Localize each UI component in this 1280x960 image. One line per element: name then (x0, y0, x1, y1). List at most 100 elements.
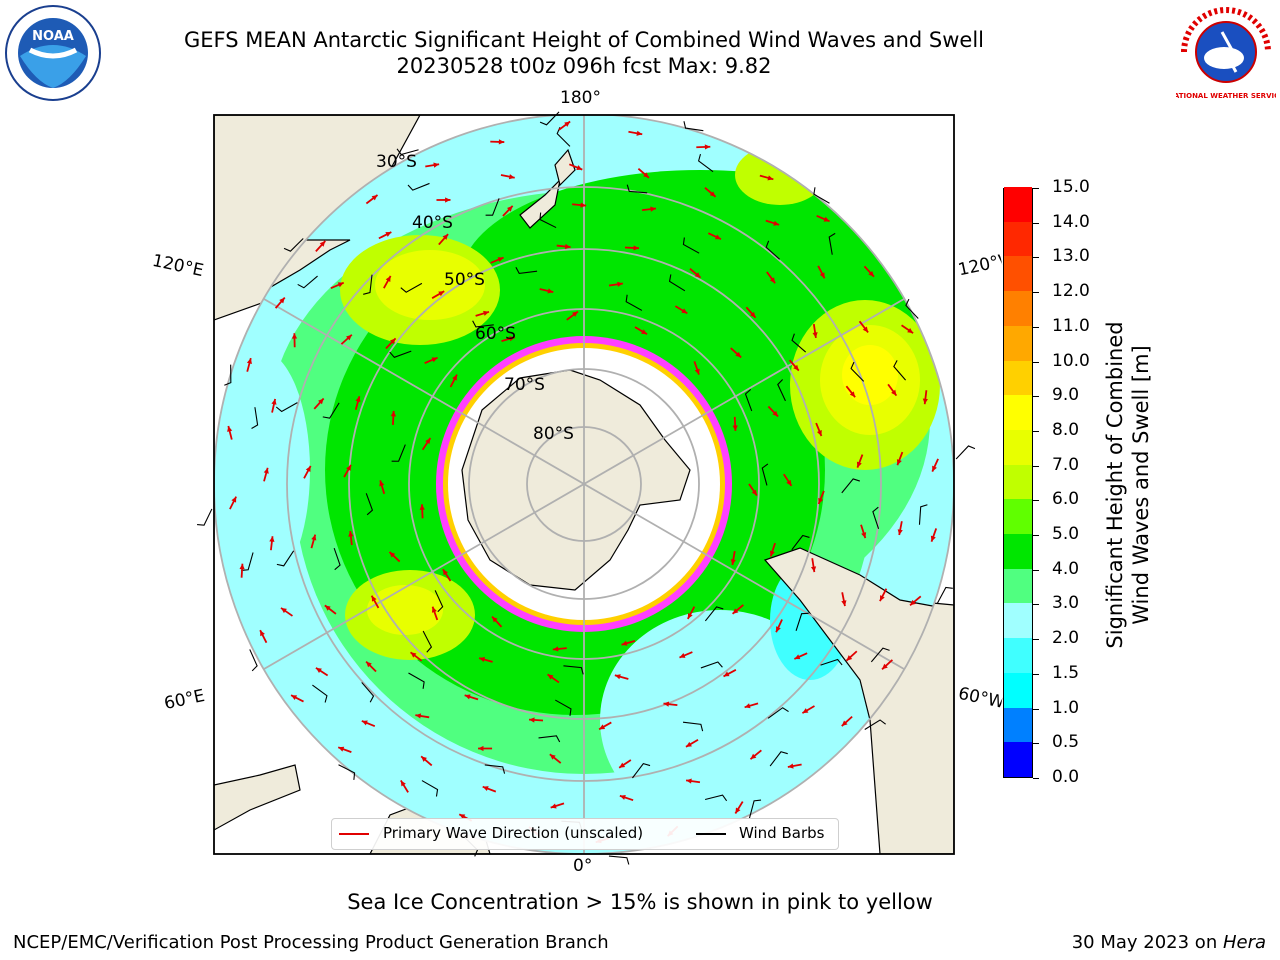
wind-barb (434, 590, 444, 613)
wave-arrow-head (769, 550, 775, 557)
wave-arrow-head (291, 333, 298, 339)
wave-arrow-head (311, 534, 317, 541)
wave-arrow-head (271, 398, 277, 405)
colorbar-tick-label: 1.0 (1052, 697, 1080, 718)
wave-arrow-head (846, 655, 853, 661)
wind-barb (472, 320, 494, 328)
wave-arrow-head (507, 205, 513, 212)
wave-arrow-head (714, 234, 721, 240)
wave-arrow-head (576, 165, 583, 171)
map-legend: Primary Wave Direction (unscaled) Wind B… (331, 818, 839, 850)
wave-arrow-head (787, 763, 794, 769)
colorbar-segment (1004, 499, 1032, 535)
nws-logo: NATIONAL WEATHER SERVICE (1176, 4, 1276, 100)
colorbar-tick-label: 12.0 (1052, 281, 1090, 302)
wave-arrow-head (452, 374, 457, 381)
wave-arrow-head (932, 465, 937, 472)
wind-barb (700, 661, 723, 669)
wave-arrow-head (445, 197, 451, 203)
wave-arrow-head (410, 652, 417, 658)
wind-barb (365, 493, 374, 516)
wave-arrow-head (794, 654, 801, 660)
wind-barb (539, 212, 557, 229)
wave-arrow-head (723, 671, 730, 677)
wave-arrow-head (907, 327, 914, 334)
wave-arrow-head (818, 497, 824, 504)
footer-machine: Hera (1222, 932, 1266, 953)
wave-arrow-head (621, 640, 628, 646)
colorbar-segment (1004, 360, 1032, 396)
colorbar-tick-label: 2.0 (1052, 628, 1080, 649)
wind-barb (363, 274, 373, 295)
colorbar-tick-label: 3.0 (1052, 593, 1080, 614)
wave-arrow-head (371, 195, 378, 201)
wave-arrow-head (442, 569, 449, 576)
colorbar-tick-label: 7.0 (1052, 454, 1080, 475)
wave-arrow-head (549, 754, 556, 760)
wave-arrow-head (663, 701, 670, 707)
wave-arrow-head (841, 600, 847, 607)
wave-arrow-head (389, 551, 396, 558)
wave-arrow-head (280, 607, 287, 614)
wave-arrow-head (550, 803, 557, 809)
colorbar-tick-label: 13.0 (1052, 246, 1090, 267)
colorbar-segment (1004, 707, 1032, 743)
wind-barb (936, 586, 953, 604)
wave-arrow-head (679, 653, 686, 658)
wind-barb (791, 333, 807, 353)
wave-arrow-head (483, 310, 490, 316)
colorbar-tick (1033, 639, 1039, 641)
wave-arrow-head (841, 720, 848, 727)
colorbar-tick (1033, 361, 1039, 363)
colorbar-segment (1004, 291, 1032, 326)
wave-arrow-head (348, 531, 354, 537)
colorbar-segment (1004, 187, 1032, 222)
wind-barb (777, 379, 786, 402)
wave-arrow-head (385, 232, 392, 237)
colorbar-segment (1004, 603, 1032, 639)
wave-arrow-head (897, 529, 903, 536)
wave-arrow-head (415, 713, 422, 719)
wind-barb (249, 649, 258, 672)
wave-arrow-head (650, 206, 656, 212)
wind-barb (283, 238, 304, 252)
wave-arrow-head (617, 281, 623, 287)
wind-barb (767, 707, 789, 719)
wave-height-field (214, 114, 954, 854)
wave-arrow-head (641, 329, 648, 335)
wave-arrow-head (868, 270, 874, 277)
wind-barb (918, 504, 928, 525)
wind-barb (539, 111, 560, 126)
wave-arrow-head (231, 496, 237, 503)
legend-barb-label: Wind Barbs (739, 824, 825, 842)
wind-barb (422, 630, 433, 653)
wave-arrow-head (633, 245, 639, 251)
colorbar-tick-label: 0.5 (1052, 732, 1080, 753)
wave-arrow-head (479, 657, 486, 663)
colorbar-segment (1004, 742, 1032, 777)
wave-arrow-head (305, 465, 311, 472)
wave-arrow-head (767, 175, 774, 181)
wave-arrow-head (891, 389, 897, 396)
wave-arrow-head (812, 332, 818, 338)
wave-arrow-head (319, 241, 326, 247)
wind-barb (905, 298, 919, 319)
nws-logo-text: NATIONAL WEATHER SERVICE (1176, 92, 1276, 100)
wave-arrow-head (730, 559, 736, 565)
wind-barb (748, 799, 762, 819)
colorbar-tick-label: 15.0 (1052, 177, 1090, 197)
wave-arrow-head (492, 616, 498, 623)
colorbar-segment (1004, 325, 1032, 361)
wind-barb (682, 237, 700, 254)
wind-barb (769, 751, 788, 767)
wave-arrow-head (687, 612, 693, 619)
colorbar-tick (1033, 604, 1039, 606)
wave-arrow-head (930, 535, 936, 542)
colorbar-tick (1033, 430, 1039, 432)
colorbar-segment (1004, 568, 1032, 604)
colorbar-tick-label: 1.5 (1052, 662, 1080, 683)
wind-barb (538, 735, 561, 743)
wave-arrow-head (459, 814, 466, 820)
wind-barb (275, 402, 298, 413)
wave-arrow-head (802, 708, 809, 714)
